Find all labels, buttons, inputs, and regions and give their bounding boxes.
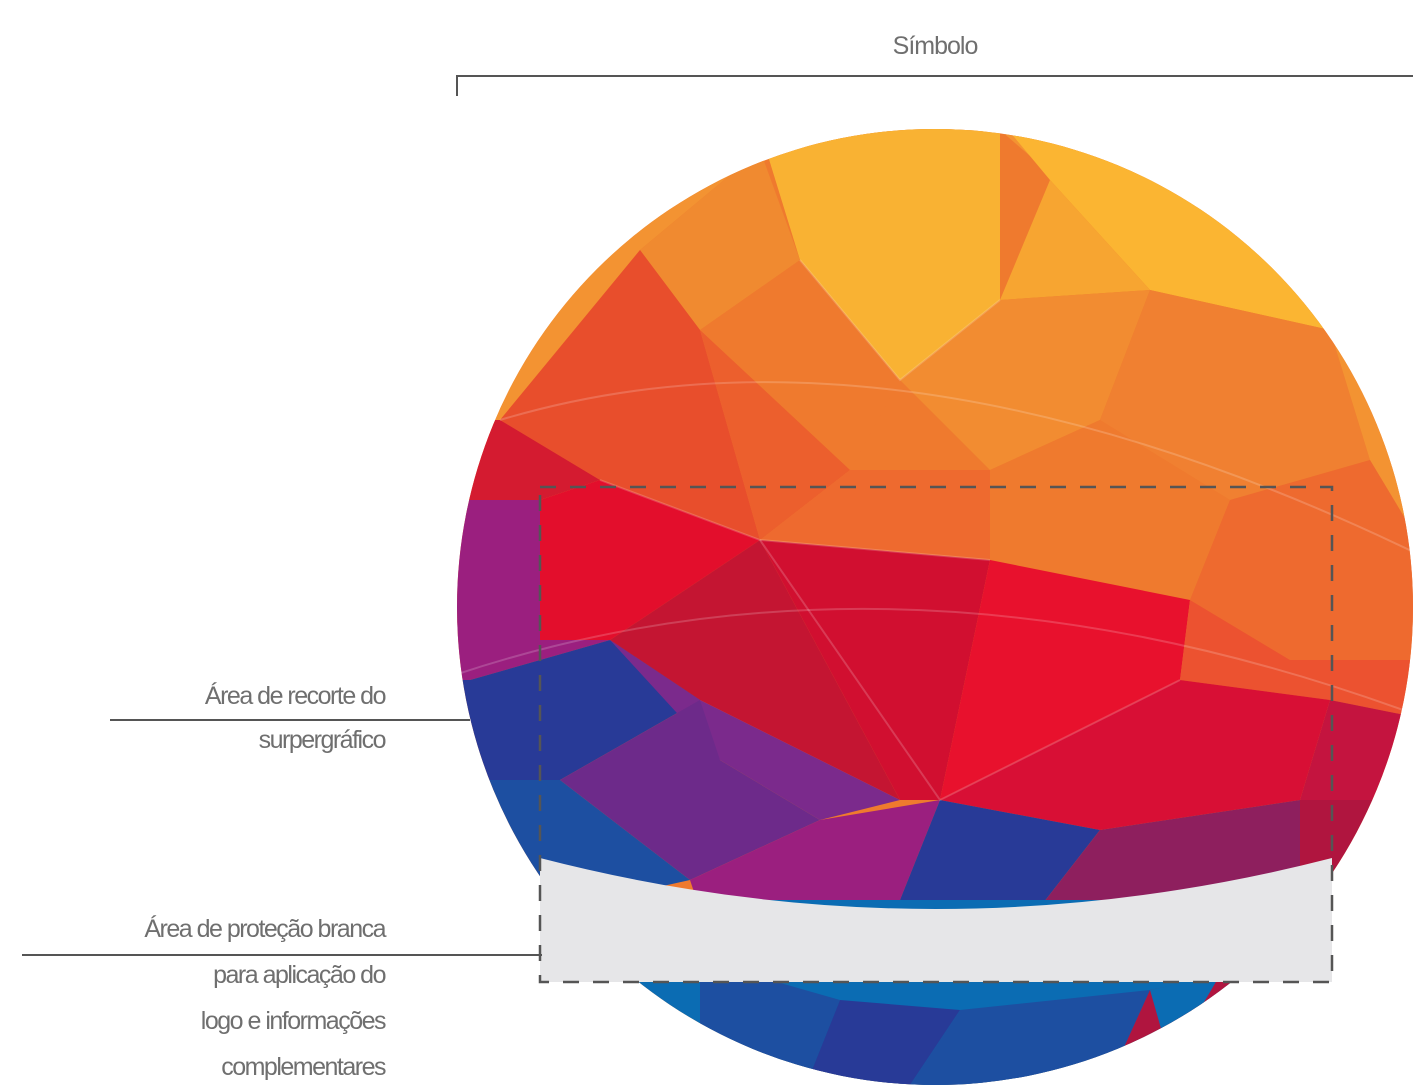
sphere-graphic <box>457 129 1413 1085</box>
symbol-bracket <box>456 75 1413 96</box>
protection-area-label-line1: Área de proteção branca <box>144 915 386 943</box>
crop-area-frame <box>538 485 1334 984</box>
protection-band <box>540 858 1332 982</box>
crop-area-label-line2: surpergráfico <box>258 726 387 754</box>
symbol-label: Símbolo <box>892 32 979 60</box>
crop-area-label-line1: Área de recorte do <box>204 682 387 710</box>
protection-area-label-line2: para aplicação do <box>213 961 386 989</box>
protection-area-label: Área de proteção branca para aplicação d… <box>144 906 387 1090</box>
protection-area-label-line4: complementares <box>221 1053 386 1081</box>
protection-area-label-line3: logo e informações <box>200 1007 387 1035</box>
crop-area-label: Área de recorte do surpergráfico <box>204 674 387 762</box>
